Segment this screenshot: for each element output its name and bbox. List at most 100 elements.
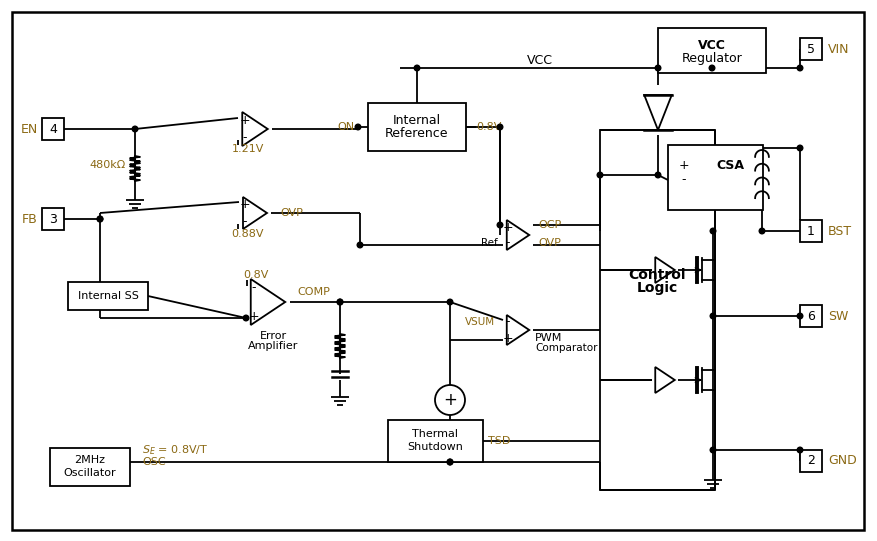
Text: OCP: OCP — [538, 220, 560, 230]
Polygon shape — [506, 220, 529, 250]
Circle shape — [796, 65, 802, 71]
Text: -: - — [242, 131, 247, 144]
Text: VCC: VCC — [697, 38, 725, 51]
Text: 2: 2 — [806, 454, 814, 467]
Circle shape — [337, 299, 342, 305]
Circle shape — [434, 385, 465, 415]
Circle shape — [446, 299, 453, 305]
Text: Regulator: Regulator — [681, 51, 742, 64]
Text: COMP: COMP — [296, 287, 330, 297]
Circle shape — [709, 313, 715, 319]
Text: 480kΩ: 480kΩ — [89, 160, 126, 170]
Circle shape — [337, 299, 342, 305]
Polygon shape — [644, 95, 671, 130]
Text: +: + — [239, 114, 250, 127]
Text: -: - — [252, 281, 256, 294]
Text: PWM: PWM — [534, 333, 562, 343]
Text: Internal SS: Internal SS — [77, 291, 139, 301]
Circle shape — [446, 459, 453, 465]
Bar — [667, 145, 762, 210]
Circle shape — [243, 315, 248, 321]
Polygon shape — [506, 315, 529, 345]
Text: -: - — [681, 174, 686, 187]
Circle shape — [709, 228, 715, 234]
Bar — [799, 220, 821, 242]
Text: Ref: Ref — [481, 238, 497, 248]
Circle shape — [414, 65, 419, 71]
Text: +: + — [678, 159, 688, 171]
Text: BST: BST — [827, 225, 852, 237]
Text: +: + — [503, 221, 513, 234]
Text: Error: Error — [259, 331, 286, 341]
Bar — [799, 305, 821, 327]
Circle shape — [796, 313, 802, 319]
Text: EN: EN — [21, 122, 38, 135]
Text: OVP: OVP — [538, 238, 560, 248]
Circle shape — [357, 242, 362, 248]
Text: ON: ON — [338, 122, 354, 132]
Text: $S_E$ = 0.8V/T: $S_E$ = 0.8V/T — [142, 443, 208, 457]
Text: OSC: OSC — [142, 457, 166, 467]
Text: -: - — [505, 236, 510, 249]
Polygon shape — [654, 257, 674, 283]
Text: Amplifier: Amplifier — [247, 341, 298, 351]
Text: 3: 3 — [49, 213, 57, 226]
Text: -: - — [505, 315, 510, 328]
Text: -: - — [242, 215, 247, 228]
Bar — [388, 420, 482, 462]
Text: Comparator: Comparator — [534, 343, 597, 353]
Circle shape — [796, 145, 802, 151]
Circle shape — [596, 172, 602, 178]
Text: 0.8V: 0.8V — [243, 270, 268, 280]
Bar — [42, 118, 64, 140]
Text: 0.8V: 0.8V — [475, 122, 501, 132]
Text: Shutdown: Shutdown — [407, 442, 462, 452]
Text: 1.21V: 1.21V — [232, 144, 264, 154]
Text: Internal: Internal — [393, 114, 440, 127]
Polygon shape — [654, 367, 674, 393]
Text: Thermal: Thermal — [411, 429, 458, 439]
Text: 0.88V: 0.88V — [232, 229, 264, 239]
Circle shape — [496, 124, 503, 130]
Polygon shape — [243, 197, 267, 229]
Polygon shape — [242, 112, 267, 146]
Text: 1: 1 — [806, 225, 814, 237]
Text: GND: GND — [827, 454, 856, 467]
Circle shape — [654, 65, 660, 71]
Text: TSD: TSD — [488, 436, 510, 446]
Bar — [657, 28, 765, 73]
Bar — [799, 38, 821, 60]
Polygon shape — [251, 279, 285, 325]
Circle shape — [446, 459, 453, 465]
Circle shape — [97, 216, 103, 222]
Text: Reference: Reference — [385, 127, 448, 140]
Text: Logic: Logic — [636, 281, 677, 295]
Text: +: + — [248, 309, 259, 322]
Circle shape — [709, 65, 714, 71]
Text: +: + — [443, 391, 456, 409]
Text: VSUM: VSUM — [464, 317, 495, 327]
Text: Oscillator: Oscillator — [64, 468, 116, 478]
Text: 6: 6 — [806, 309, 814, 322]
Text: CSA: CSA — [715, 159, 743, 171]
Circle shape — [496, 222, 503, 228]
Text: 2MHz: 2MHz — [75, 455, 105, 465]
Bar — [799, 450, 821, 472]
Bar — [599, 130, 714, 490]
Circle shape — [654, 172, 660, 178]
Text: +: + — [503, 332, 513, 345]
Text: Control: Control — [628, 268, 685, 282]
Bar — [42, 208, 64, 230]
Circle shape — [132, 126, 138, 132]
Circle shape — [97, 216, 103, 222]
Circle shape — [796, 447, 802, 453]
Bar — [50, 448, 130, 486]
Text: OVP: OVP — [280, 208, 303, 218]
Text: SW: SW — [827, 309, 847, 322]
Circle shape — [355, 124, 360, 130]
Circle shape — [709, 447, 715, 453]
Text: 4: 4 — [49, 122, 57, 135]
Bar — [68, 282, 148, 310]
Bar — [367, 103, 466, 151]
Circle shape — [759, 228, 764, 234]
